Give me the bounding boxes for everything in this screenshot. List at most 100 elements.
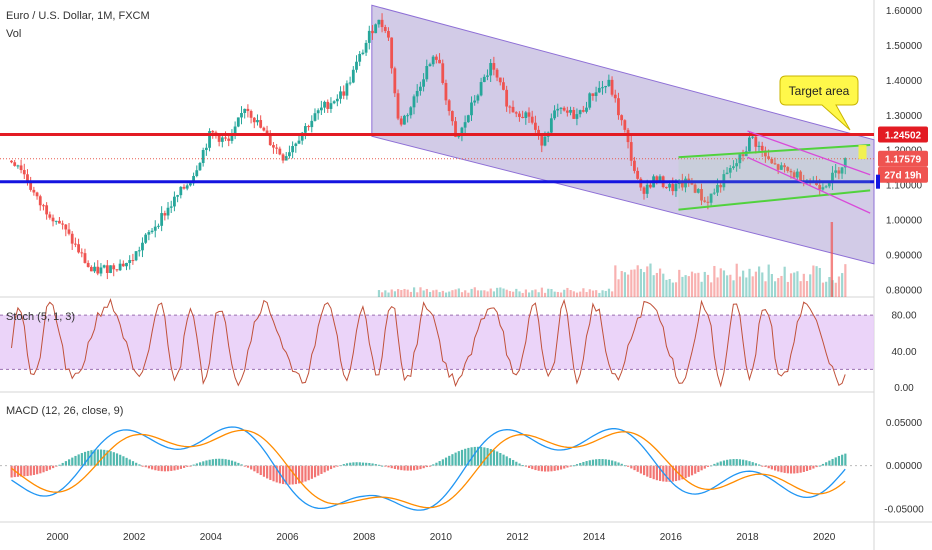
green-channel-lower[interactable] [678, 189, 871, 211]
candle-body [166, 207, 170, 216]
candle-body [460, 127, 464, 137]
stoch-line[interactable] [11, 298, 846, 388]
candle-body [843, 158, 847, 168]
candle-body [153, 226, 157, 231]
volume-bar [732, 280, 735, 297]
candle-body [125, 262, 128, 267]
macd-histogram-bar [703, 465, 706, 469]
macd-histogram-bar [518, 463, 521, 466]
macd-histogram-bar [809, 465, 812, 470]
macd-histogram-bar [448, 455, 451, 466]
macd-histogram-bar [419, 465, 422, 470]
stochastic-pane[interactable] [0, 298, 874, 388]
macd-histogram-bar [195, 463, 198, 466]
macd-histogram-bar [42, 465, 45, 473]
candle-body [275, 147, 279, 149]
target-area-callout[interactable]: Target area [779, 75, 859, 131]
candle-body [89, 266, 93, 272]
macd-histogram-bar [777, 465, 780, 472]
volume-bar [780, 275, 783, 297]
volume-bar [770, 274, 773, 297]
macd-histogram-bar [141, 465, 144, 467]
signal-line[interactable] [11, 429, 846, 509]
candle-body [831, 172, 834, 184]
volume-bar [547, 288, 550, 297]
candle-body [45, 205, 49, 215]
macd-histogram-bar [636, 465, 639, 472]
volume-bar [432, 290, 435, 297]
candle-body [623, 120, 627, 130]
macd-histogram-bar [20, 465, 23, 477]
green-channel-upper[interactable] [678, 144, 871, 159]
volume-bar [643, 272, 646, 297]
macd-histogram-bar [639, 465, 643, 474]
macd-histogram-bar [326, 465, 329, 471]
macd-histogram-bar [237, 462, 240, 466]
candle-body [763, 150, 767, 157]
candle-body [476, 95, 480, 101]
candle-body [406, 115, 410, 117]
candle-body [559, 107, 563, 109]
candle-body [227, 138, 231, 141]
candle-body [735, 163, 739, 167]
macd-histogram-bar [748, 461, 751, 466]
macd-histogram-bar [837, 455, 841, 466]
macd-histogram-bar [454, 452, 457, 466]
candle-body [96, 266, 100, 274]
volume-bar [486, 291, 489, 297]
volume-bar [687, 276, 690, 297]
magenta-line-lower[interactable] [747, 156, 871, 214]
candle-body [783, 165, 786, 168]
volume-bar [825, 281, 828, 297]
macd-histogram-bar [301, 465, 304, 483]
candle-body [319, 107, 323, 111]
candle-body [444, 82, 448, 101]
candle-body [348, 82, 352, 84]
candle-body [204, 147, 208, 151]
main-price-pane[interactable] [0, 4, 875, 297]
candle-body [537, 129, 540, 134]
candle-body [789, 170, 793, 173]
candle-body [556, 108, 560, 111]
macd-histogram-bar [783, 465, 786, 473]
stoch-tick-label: 0.00 [894, 383, 914, 394]
candle-body [367, 30, 371, 43]
macd-line[interactable] [11, 426, 846, 511]
macd-pane[interactable] [0, 426, 874, 511]
candle-body [345, 83, 349, 96]
candle-body [693, 184, 697, 193]
macd-histogram-bar [451, 454, 454, 466]
macd-histogram-bar [425, 465, 428, 468]
macd-histogram-bar [365, 462, 368, 466]
volume-bar [697, 272, 700, 297]
candle-body [361, 52, 365, 54]
volume-bar [496, 287, 499, 297]
volume-bar [422, 290, 425, 297]
time-tick-label: 2014 [583, 532, 606, 543]
macd-histogram-bar [742, 459, 745, 466]
time-tick-label: 2002 [123, 532, 146, 543]
candle-body [131, 260, 135, 262]
magenta-line-upper[interactable] [747, 130, 871, 176]
stoch-tick-label: 40.00 [891, 347, 916, 358]
volume-bar [579, 291, 582, 297]
price-axis: 1.600001.500001.400001.300001.200001.100… [876, 6, 928, 516]
candle-body [105, 265, 109, 273]
volume-bar [630, 269, 633, 297]
macd-histogram-bar [393, 465, 397, 469]
macd-histogram-bar [499, 452, 502, 466]
symbol-title: Euro / U.S. Dollar, 1M, FXCM [6, 10, 150, 22]
volume-bar [764, 281, 767, 297]
candle-body [128, 260, 132, 263]
volume-bar [828, 277, 831, 297]
candle-body [658, 176, 662, 181]
volume-bar [406, 289, 409, 297]
volume-bar [662, 273, 665, 297]
candle-body [217, 135, 221, 142]
macd-histogram-bar [764, 465, 767, 467]
candle-body [268, 134, 272, 146]
volume-bar [444, 292, 448, 297]
volume-bar [649, 263, 652, 297]
macd-histogram-bar [400, 465, 403, 471]
